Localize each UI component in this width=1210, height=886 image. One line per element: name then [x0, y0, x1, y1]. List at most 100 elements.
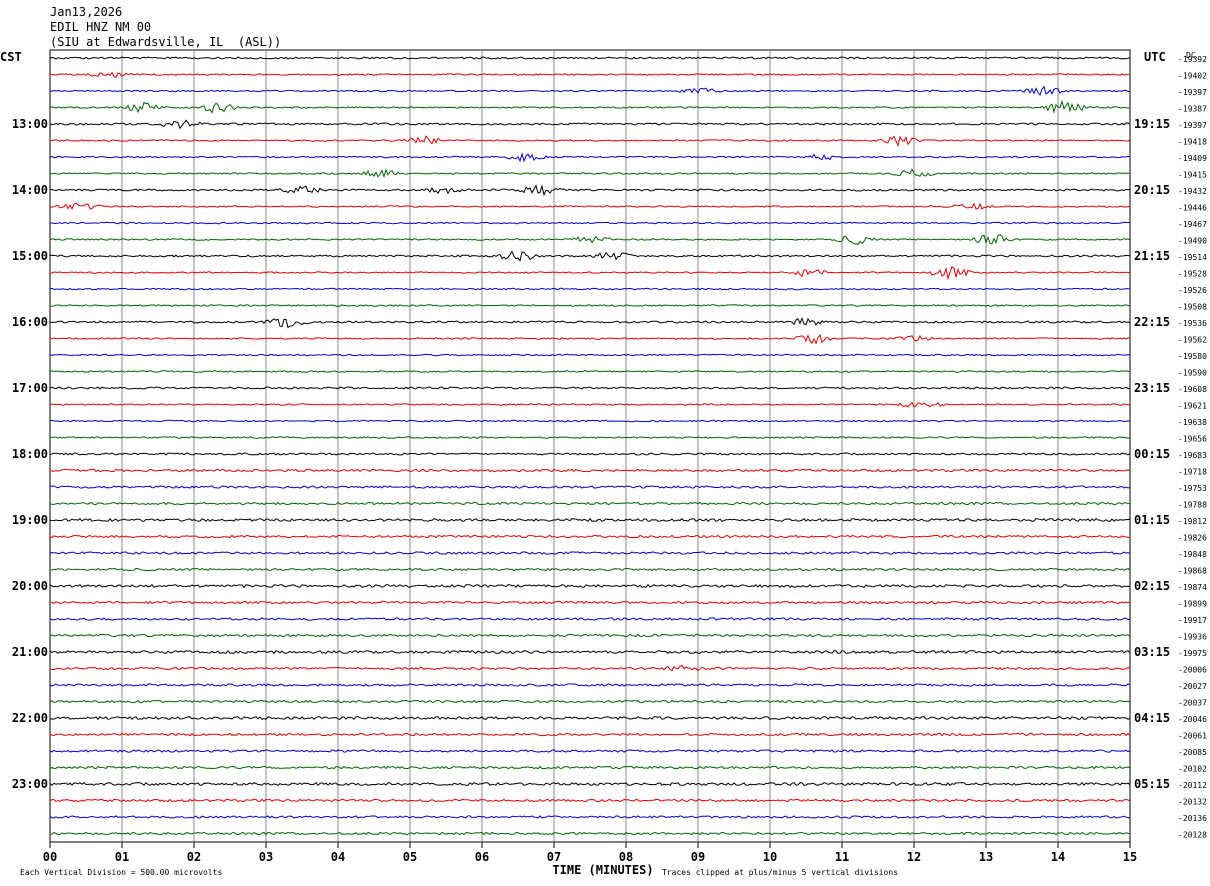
trace-21 [49, 401, 1131, 408]
utc-hour-label: 03:15 [1134, 645, 1170, 659]
utc-hour-label: 21:15 [1134, 249, 1170, 263]
dc-offset-label: -19874 [1178, 583, 1207, 592]
x-tick-label: 09 [691, 850, 705, 864]
x-tick-label: 13 [979, 850, 993, 864]
utc-hour-label: 20:15 [1134, 183, 1170, 197]
trace-27 [49, 501, 1131, 506]
utc-hour-label: 23:15 [1134, 381, 1170, 395]
trace-17 [49, 333, 1131, 345]
dc-offset-label: -20128 [1178, 831, 1207, 840]
trace-35 [49, 633, 1131, 638]
dc-offset-label: -19621 [1178, 402, 1207, 411]
dc-offset-label: -19446 [1178, 204, 1207, 213]
dc-offset-label: -19812 [1178, 517, 1207, 526]
dc-offset-label: -19899 [1178, 600, 1207, 609]
trace-6 [49, 152, 1131, 163]
dc-offset-label: -20132 [1178, 798, 1207, 807]
dc-offset-label: -19528 [1178, 270, 1207, 279]
dc-offset-label: -19490 [1178, 237, 1207, 246]
x-tick-label: 01 [115, 850, 129, 864]
trace-23 [49, 436, 1131, 439]
trace-29 [49, 534, 1131, 539]
trace-43 [49, 765, 1130, 770]
dc-offset-label: -19397 [1178, 121, 1207, 130]
trace-14 [49, 287, 1131, 291]
x-tick-label: 00 [43, 850, 57, 864]
trace-19 [49, 370, 1131, 373]
dc-offset-label: -19638 [1178, 418, 1207, 427]
cst-hour-label: 17:00 [12, 381, 48, 395]
cst-hour-label: 16:00 [12, 315, 48, 329]
x-tick-label: 03 [259, 850, 273, 864]
x-tick-label: 02 [187, 850, 201, 864]
trace-13 [49, 266, 1131, 281]
trace-31 [49, 567, 1131, 572]
trace-41 [49, 732, 1131, 737]
trace-37 [49, 664, 1131, 672]
dc-offset-label: -20046 [1178, 715, 1207, 724]
x-tick-label: 15 [1123, 850, 1137, 864]
trace-46 [49, 815, 1131, 819]
dc-offset-label: -20037 [1178, 699, 1207, 708]
utc-hour-label: 05:15 [1134, 777, 1170, 791]
trace-45 [49, 798, 1131, 803]
dc-offset-label: -19848 [1178, 550, 1207, 559]
dc-offset-label: -19562 [1178, 336, 1207, 345]
utc-hour-label: 00:15 [1134, 447, 1170, 461]
trace-40 [49, 716, 1131, 721]
dc-offset-label: -19418 [1178, 138, 1207, 147]
x-tick-label: 11 [835, 850, 849, 864]
clipping-note: Traces clipped at plus/minus 5 vertical … [662, 868, 898, 877]
cst-hour-label: 22:00 [12, 711, 48, 725]
dc-offset-label: -19392 [1178, 55, 1207, 64]
dc-offset-label: -19467 [1178, 220, 1207, 229]
dc-offset-label: -20061 [1178, 732, 1207, 741]
dc-offset-label: -20027 [1178, 682, 1207, 691]
trace-18 [49, 353, 1130, 357]
dc-offset-label: -20102 [1178, 765, 1207, 774]
x-axis-label: TIME (MINUTES) [552, 863, 653, 877]
trace-44 [49, 781, 1131, 787]
dc-offset-label: -19683 [1178, 451, 1207, 460]
utc-axis-label: UTC [1144, 50, 1166, 64]
header-date: Jan13,2026 [50, 5, 123, 19]
utc-hour-label: 22:15 [1134, 315, 1170, 329]
x-tick-label: 14 [1051, 850, 1065, 864]
trace-3 [49, 99, 1130, 114]
trace-20 [49, 386, 1131, 390]
dc-label: DC [1186, 51, 1196, 60]
dc-offset-label: -19936 [1178, 633, 1207, 642]
cst-hour-label: 18:00 [12, 447, 48, 461]
utc-hour-label: 02:15 [1134, 579, 1170, 593]
x-tick-label: 07 [547, 850, 561, 864]
trace-9 [49, 202, 1131, 210]
trace-33 [49, 600, 1131, 605]
trace-30 [49, 551, 1131, 555]
header-location: (SIU at Edwardsville, IL (ASL)) [50, 35, 282, 49]
dc-offset-label: -19826 [1178, 534, 1207, 543]
trace-24 [49, 452, 1131, 456]
dc-offset-label: -20136 [1178, 814, 1207, 823]
dc-offset-label: -19718 [1178, 468, 1207, 477]
trace-36 [49, 649, 1131, 655]
dc-offset-label: -19402 [1178, 72, 1207, 81]
trace-22 [49, 419, 1131, 423]
cst-hour-label: 20:00 [12, 579, 48, 593]
cst-hour-label: 14:00 [12, 183, 48, 197]
dc-offset-label: -19656 [1178, 435, 1207, 444]
x-tick-label: 08 [619, 850, 633, 864]
trace-2 [49, 85, 1131, 96]
utc-hour-label: 01:15 [1134, 513, 1170, 527]
dc-offset-label: -19526 [1178, 286, 1207, 295]
dc-offset-label: -20112 [1178, 781, 1207, 790]
plot-frame [49, 49, 1131, 843]
x-tick-label: 04 [331, 850, 345, 864]
x-tick-label: 06 [475, 850, 489, 864]
dc-offset-label: -19397 [1178, 88, 1207, 97]
dc-offset-label: -19409 [1178, 154, 1207, 163]
utc-hour-label: 04:15 [1134, 711, 1170, 725]
dc-offset-label: -19432 [1178, 187, 1207, 196]
dc-offset-label: -19753 [1178, 484, 1207, 493]
x-tick-label: 05 [403, 850, 417, 864]
cst-axis-label: CST [0, 50, 22, 64]
